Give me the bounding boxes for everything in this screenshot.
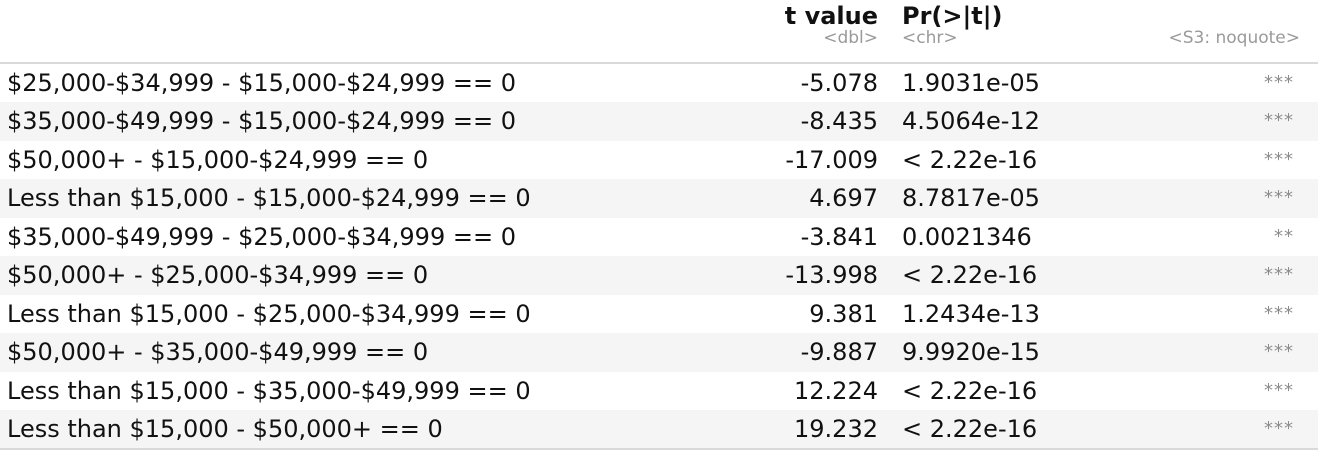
table-row: Less than $15,000 - $25,000-$34,999 == 0… [0,295,1318,334]
header-t-value-title: t value [784,2,878,30]
row-signif: *** [1264,187,1294,209]
table-row: Less than $15,000 - $35,000-$49,999 == 0… [0,372,1318,411]
row-p-value: 4.5064e-12 [902,107,1040,136]
row-signif: *** [1100,410,1318,450]
row-label: $50,000+ - $35,000-$49,999 == 0 [7,338,429,367]
row-label: Less than $15,000 - $15,000-$24,999 == 0 [7,184,531,213]
table-row: $35,000-$49,999 - $15,000-$24,999 == 0 -… [0,102,1318,141]
row-p-value: 1.2434e-13 [902,299,1040,328]
header-rowname [0,0,720,64]
row-signif: *** [1264,302,1294,324]
row-signif: *** [1264,264,1294,286]
row-t-value: -5.078 [800,69,878,97]
row-t-value: -13.998 [785,261,878,290]
row-p-value: 9.9920e-15 [902,338,1040,367]
header-p-value-title: Pr(>|t|) [902,2,1003,30]
row-t-value: -17.009 [785,145,878,174]
row-t-value: -3.841 [800,222,878,251]
row-t-value: -9.887 [800,338,878,367]
table-row: Less than $15,000 - $15,000-$24,999 == 0… [0,179,1318,218]
table-header: t value <dbl> Pr(>|t|) <chr> <S3: noquot… [0,0,1318,64]
row-label: $35,000-$49,999 - $15,000-$24,999 == 0 [7,107,516,136]
row-t-value: 9.381 [809,299,878,328]
header-t-value-type: <dbl> [823,28,878,48]
table-body: $25,000-$34,999 - $15,000-$24,999 == 0 -… [0,63,1318,450]
row-signif: *** [1264,110,1294,132]
row-p-value: 8.7817e-05 [902,184,1040,213]
row-t-value: 12.224 [794,376,878,405]
row-signif: *** [1264,148,1294,170]
row-label: Less than $15,000 - $50,000+ == 0 [0,410,720,450]
row-p-value: 0.0021346 [902,222,1032,251]
row-label: Less than $15,000 - $25,000-$34,999 == 0 [7,299,531,328]
row-p-value: < 2.22e-16 [902,261,1038,290]
row-t-value: -8.435 [800,107,878,136]
row-p-value: 1.9031e-05 [902,69,1040,97]
row-signif: *** [1264,379,1294,401]
header-p-value[interactable]: Pr(>|t|) <chr> [890,0,1100,64]
row-signif: *** [1264,72,1294,93]
row-label: $50,000+ - $15,000-$24,999 == 0 [7,145,429,174]
header-signif[interactable]: <S3: noquote> [1100,0,1318,64]
header-row: t value <dbl> Pr(>|t|) <chr> <S3: noquot… [0,0,1318,64]
row-t-value: 19.232 [720,410,890,450]
table-row: Less than $15,000 - $50,000+ == 0 19.232… [0,410,1318,450]
row-p-value: < 2.22e-16 [902,376,1038,405]
header-signif-type: <S3: noquote> [1168,28,1301,48]
header-p-value-type: <chr> [902,28,958,48]
row-label: $50,000+ - $25,000-$34,999 == 0 [7,261,429,290]
row-signif: ** [1274,225,1294,247]
table-row: $50,000+ - $25,000-$34,999 == 0 -13.998 … [0,256,1318,295]
table-row: $50,000+ - $15,000-$24,999 == 0 -17.009 … [0,141,1318,180]
table-row: $35,000-$49,999 - $25,000-$34,999 == 0 -… [0,218,1318,257]
row-p-value: < 2.22e-16 [902,145,1038,174]
row-signif: *** [1264,341,1294,363]
table-row: $25,000-$34,999 - $15,000-$24,999 == 0 -… [0,63,1318,102]
row-label: Less than $15,000 - $35,000-$49,999 == 0 [7,376,531,405]
header-t-value[interactable]: t value <dbl> [720,0,890,64]
row-p-value: < 2.22e-16 [890,410,1100,450]
table-row: $50,000+ - $35,000-$49,999 == 0 -9.887 9… [0,333,1318,372]
row-t-value: 4.697 [809,184,878,213]
row-label: $25,000-$34,999 - $15,000-$24,999 == 0 [7,69,516,97]
row-label: $35,000-$49,999 - $25,000-$34,999 == 0 [7,222,516,251]
